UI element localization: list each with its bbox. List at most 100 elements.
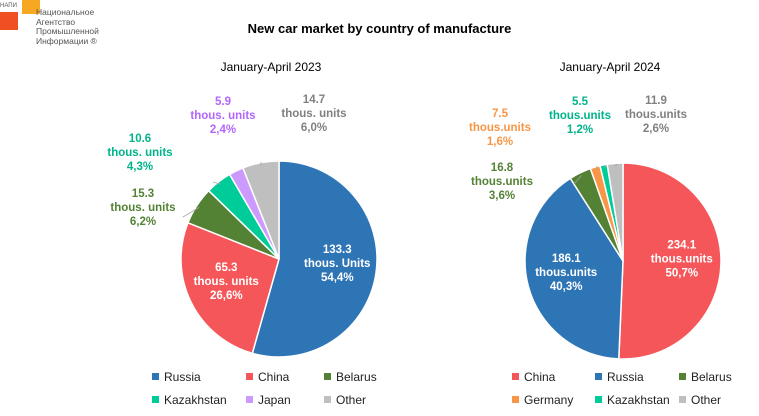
data-label-line: 2,4% [210, 124, 236, 136]
data-label-belarus: 15.3 thous. units 6,2% [110, 188, 175, 228]
legend-swatch [152, 396, 159, 403]
legend-swatch [246, 373, 253, 380]
legend-item-russia: Russia [595, 370, 644, 384]
data-label-line: thous. units [107, 147, 172, 159]
logo-line: Информации ® [36, 35, 97, 46]
data-label-line: thous.units [625, 109, 687, 121]
data-label-russia: 186.1 thous.units 40,3% [535, 253, 597, 293]
page-title: New car market by country of manufacture [247, 21, 512, 36]
data-label-russia: 133.3 thous. Units 54,4% [304, 244, 370, 284]
data-label-line: 16.8 [491, 162, 514, 174]
pie-chart-2: January-April 2024 234.1 thous.units 50,7% 1… [469, 60, 732, 407]
legend-swatch [595, 396, 602, 403]
legend-item-china: China [512, 370, 556, 384]
logo-line: Национальное [36, 7, 95, 17]
pie-slice-russia [251, 160, 378, 358]
data-label-line: 26,6% [210, 290, 243, 302]
logo: НАПИ Национальное Агентство Промышленной… [0, 0, 110, 60]
data-label-line: thous.units [471, 176, 533, 188]
legend-label: Kazakhstan [164, 393, 227, 407]
data-label-line: 10.6 [129, 133, 151, 145]
legend-swatch [246, 396, 253, 403]
logo-orange-square [22, 0, 40, 14]
data-label-line: 2,6% [643, 123, 669, 135]
data-label-line: 15.3 [132, 188, 154, 200]
legend-item-china: China [246, 370, 290, 384]
data-label-line: 234.1 [667, 239, 696, 251]
legend-swatch [679, 396, 686, 403]
data-label-line: 7.5 [492, 108, 509, 120]
logo-line: Агентство [36, 16, 76, 27]
data-label-line: thous.units [651, 253, 713, 265]
data-label-line: 65.3 [215, 262, 237, 274]
leader-line-japan [237, 171, 239, 174]
legend-swatch [152, 373, 159, 380]
data-label-line: thous.units [535, 267, 597, 279]
legend-label: Other [691, 393, 721, 407]
data-label-line: thous. units [190, 110, 255, 122]
data-label-germany: 7.5 thous.units 1,6% [469, 108, 531, 148]
leader-line-kazakhstan [212, 181, 221, 185]
chart-subtitle: January-April 2023 [221, 60, 322, 74]
legend-label: Russia [164, 370, 201, 384]
legend-item-belarus: Belarus [679, 370, 732, 384]
legend-label: China [258, 370, 290, 384]
chart-subtitle: January-April 2024 [560, 60, 661, 74]
data-label-line: thous. units [281, 108, 346, 120]
data-label-line: thous.units [549, 110, 611, 122]
pie-slice-china [180, 221, 280, 355]
legend-swatch [512, 373, 519, 380]
legend-label: Japan [258, 393, 291, 407]
legend-item-other: Other [679, 393, 721, 407]
legend-label: Other [336, 393, 366, 407]
legend-swatch [324, 373, 331, 380]
leader-line-belarus [182, 206, 200, 218]
legend-swatch [679, 373, 686, 380]
data-label-japan: 5.9 thous. units 2,4% [190, 96, 255, 136]
data-label-line: 6,0% [301, 122, 327, 134]
pie-slice-other [606, 162, 624, 262]
data-label-line: 186.1 [552, 253, 581, 265]
legend-item-russia: Russia [152, 370, 201, 384]
legend-swatch [595, 373, 602, 380]
legend-swatch [512, 396, 519, 403]
data-label-line: 50,7% [665, 267, 698, 279]
data-label-line: 54,4% [321, 272, 354, 284]
data-label-line: thous. units [194, 276, 259, 288]
data-label-other: 11.9 thous.units 2,6% [625, 95, 687, 135]
legend-item-other: Other [324, 393, 366, 407]
legend-label: Kazakhstan [607, 393, 670, 407]
data-label-china: 234.1 thous.units 50,7% [651, 239, 713, 279]
logo-abbreviation: НАПИ [0, 3, 17, 9]
data-label-belarus: 16.8 thous.units 3,6% [471, 162, 533, 202]
leader-line-other [614, 163, 618, 167]
pie-slice-china [618, 162, 722, 360]
data-label-line: 1,2% [567, 124, 593, 136]
data-label-line: 1,6% [487, 136, 513, 148]
data-label-line: thous.units [469, 122, 531, 134]
legend-swatch [324, 396, 331, 403]
logo-line: Промышленной [36, 26, 99, 36]
data-label-line: 14.7 [303, 94, 325, 106]
legend-item-kazakhstan: Kazakhstan [152, 393, 227, 407]
data-label-line: 133.3 [323, 244, 352, 256]
data-label-line: 3,6% [489, 190, 515, 202]
logo-text: Национальное Агентство Промышленной Инфо… [36, 7, 99, 46]
data-label-kazakhstan: 5.5 thous.units 1,2% [549, 96, 611, 136]
legend-label: Belarus [691, 370, 732, 384]
data-label-line: 5.9 [215, 96, 231, 108]
legend-label: Germany [524, 393, 573, 407]
leader-line-germany [595, 165, 598, 170]
data-label-line: thous. Units [304, 258, 370, 270]
legend-item-kazakhstan: Kazakhstan [595, 393, 670, 407]
leader-line-belarus [573, 175, 582, 185]
data-label-line: thous. units [110, 202, 175, 214]
legend-item-germany: Germany [512, 393, 573, 407]
legend-item-belarus: Belarus [324, 370, 377, 384]
pie-chart-1: January-April 2023 133.3 thous. Units 54,4%… [107, 60, 378, 407]
data-label-line: 4,3% [127, 161, 153, 173]
legend-item-japan: Japan [246, 393, 291, 407]
data-label-kazakhstan: 10.6 thous. units 4,3% [107, 133, 172, 173]
data-label-other: 14.7 thous. units 6,0% [281, 94, 346, 134]
